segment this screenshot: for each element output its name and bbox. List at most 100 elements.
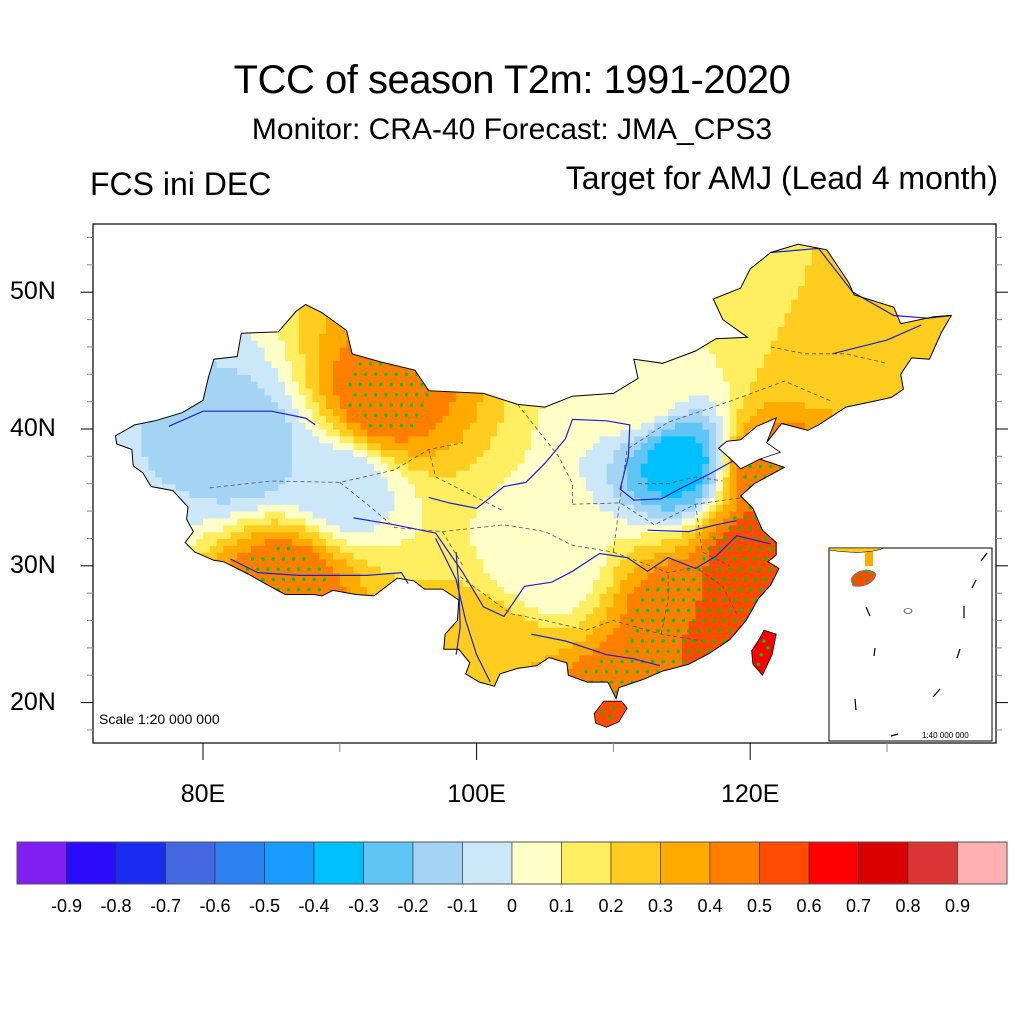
- tcc-cell: [203, 490, 211, 498]
- tcc-cell: [305, 422, 313, 430]
- tcc-cell: [168, 463, 177, 471]
- tcc-cell: [374, 579, 382, 587]
- tcc-cell: [449, 497, 457, 505]
- tcc-cell: [462, 531, 471, 539]
- tcc-cell: [196, 538, 204, 546]
- tcc-cell: [346, 565, 354, 574]
- tcc-cell: [483, 517, 491, 526]
- tcc-cell: [510, 661, 519, 669]
- tcc-cell: [428, 517, 437, 526]
- tcc-cell: [326, 333, 334, 341]
- tcc-cell: [278, 572, 286, 580]
- tcc-cell: [353, 463, 361, 471]
- tcc-cell: [497, 545, 505, 553]
- tcc-cell: [326, 579, 334, 587]
- tcc-cell: [442, 641, 450, 649]
- tcc-cell: [326, 565, 334, 574]
- tcc-cell: [298, 394, 307, 403]
- tcc-cell: [462, 470, 471, 478]
- tcc-cell: [538, 647, 546, 656]
- tcc-cell: [244, 517, 252, 526]
- tcc-cell: [333, 504, 341, 512]
- tcc-cell: [250, 572, 259, 580]
- tcc-cell: [476, 394, 484, 403]
- tcc-cell: [401, 429, 409, 437]
- tcc-cell: [353, 524, 361, 533]
- tcc-cell: [538, 593, 546, 601]
- tcc-cell: [545, 627, 553, 635]
- tcc-cell: [155, 483, 163, 492]
- tcc-cell: [456, 394, 464, 403]
- tcc-cell: [490, 422, 498, 430]
- tcc-cell: [305, 517, 313, 526]
- tcc-cell: [476, 641, 484, 649]
- tcc-cell: [367, 449, 375, 457]
- tcc-cell: [285, 394, 293, 403]
- tcc-cell: [141, 442, 149, 451]
- tcc-cell: [435, 517, 443, 526]
- tcc-cell: [264, 579, 272, 587]
- tcc-cell: [428, 442, 437, 451]
- tcc-cell: [374, 552, 382, 560]
- tcc-cell: [524, 408, 532, 416]
- tcc-cell: [387, 367, 396, 375]
- tcc-cell: [510, 586, 519, 594]
- tcc-cell: [435, 415, 443, 423]
- tcc-cell: [394, 497, 402, 505]
- tcc-cell: [223, 559, 231, 567]
- tcc-cell: [203, 415, 211, 423]
- tcc-cell: [517, 504, 525, 512]
- tcc-cell: [291, 319, 300, 327]
- tcc-cell: [339, 346, 348, 355]
- tcc-cell: [257, 353, 266, 362]
- tcc-cell: [415, 497, 423, 505]
- tcc-cell: [278, 483, 286, 492]
- tcc-cell: [298, 360, 307, 368]
- tcc-cell: [421, 394, 430, 403]
- tcc-cell: [524, 422, 532, 430]
- tcc-cell: [271, 401, 279, 409]
- tcc-cell: [319, 346, 327, 355]
- tcc-cell: [353, 565, 361, 574]
- tcc-cell: [435, 565, 443, 574]
- tcc-cell: [476, 524, 484, 533]
- tcc-cell: [346, 408, 354, 416]
- tcc-cell: [517, 435, 525, 444]
- tcc-cell: [435, 442, 443, 451]
- tcc-cell: [285, 552, 293, 560]
- tcc-cell: [360, 545, 368, 553]
- tcc-cell: [490, 634, 498, 642]
- tcc-cell: [230, 517, 238, 526]
- tcc-cell: [428, 565, 437, 574]
- tcc-cell: [517, 593, 525, 601]
- tcc-cell: [401, 572, 409, 580]
- tcc-cell: [257, 408, 266, 416]
- tcc-cell: [285, 333, 293, 341]
- tcc-cell: [462, 517, 471, 526]
- tcc-cell: [517, 613, 525, 622]
- tcc-cell: [237, 538, 245, 546]
- tcc-cell: [271, 374, 279, 382]
- tcc-cell: [339, 476, 348, 485]
- tcc-cell: [497, 483, 505, 492]
- tcc-cell: [428, 545, 437, 553]
- tcc-cell: [490, 476, 498, 485]
- tcc-cell: [250, 429, 259, 437]
- tcc-cell: [230, 374, 238, 382]
- tcc-cell: [250, 374, 259, 382]
- tcc-cell: [504, 442, 512, 451]
- tcc-cell: [182, 476, 190, 485]
- tcc-cell: [298, 511, 307, 519]
- tcc-cell: [278, 408, 286, 416]
- tcc-cell: [312, 511, 320, 519]
- tcc-cell: [339, 572, 348, 580]
- tcc-cell: [291, 463, 300, 471]
- tcc-cell: [449, 408, 457, 416]
- tcc-cell: [504, 634, 512, 642]
- tcc-cell: [524, 442, 532, 451]
- tcc-cell: [326, 483, 334, 492]
- tcc-cell: [333, 524, 341, 533]
- tcc-cell: [244, 415, 252, 423]
- tcc-cell: [415, 374, 423, 382]
- tcc-cell: [394, 572, 402, 580]
